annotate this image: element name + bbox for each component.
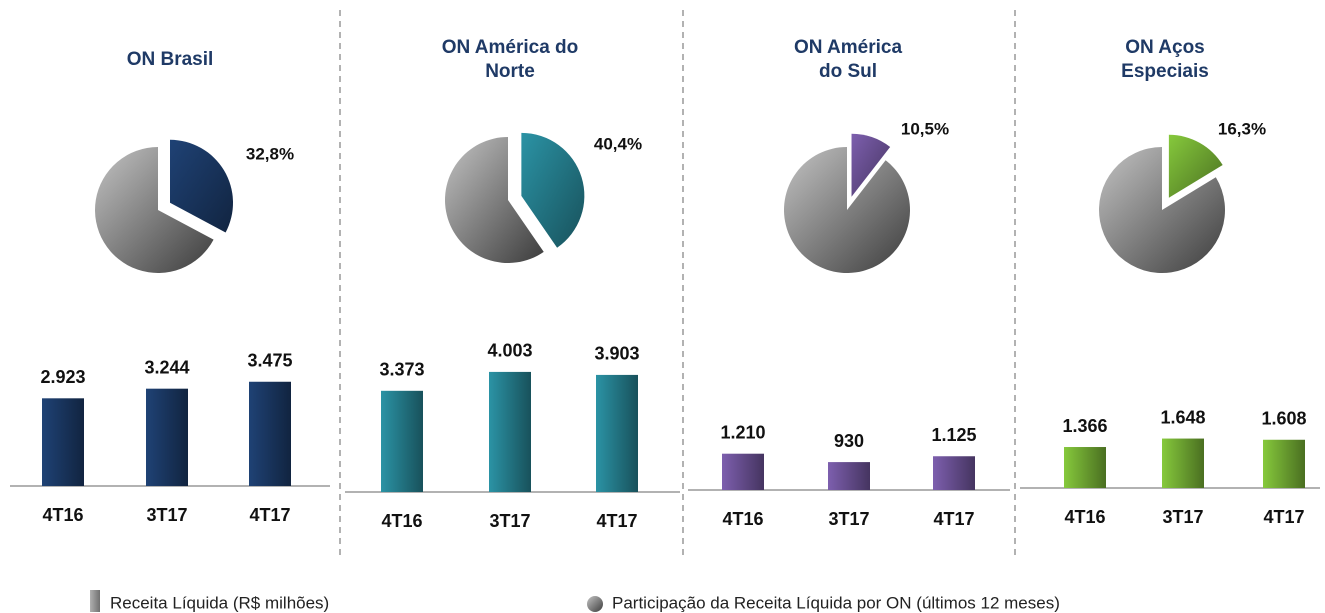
data-label: 1.608 bbox=[1261, 409, 1306, 429]
data-label: 1.648 bbox=[1160, 407, 1205, 427]
x-tick-label: 4T17 bbox=[933, 509, 974, 529]
x-tick-label: 4T17 bbox=[596, 511, 637, 531]
legend-text: Participação da Receita Líquida por ON (… bbox=[612, 593, 1060, 612]
data-label: 4.003 bbox=[487, 341, 532, 361]
bar bbox=[146, 388, 188, 486]
x-tick-label: 4T16 bbox=[381, 511, 422, 531]
x-tick-label: 3T17 bbox=[146, 505, 187, 525]
separators bbox=[339, 10, 1016, 555]
x-tick-label: 4T17 bbox=[249, 505, 290, 525]
pie-rest bbox=[1099, 147, 1226, 273]
data-label: 930 bbox=[834, 431, 864, 451]
pie-slice bbox=[170, 139, 234, 233]
data-label: 3.244 bbox=[144, 357, 189, 377]
data-label: 3.903 bbox=[594, 344, 639, 364]
legend-bar-icon bbox=[90, 590, 100, 612]
bar bbox=[596, 374, 638, 492]
bar bbox=[933, 456, 975, 490]
x-tick-label: 3T17 bbox=[1162, 507, 1203, 527]
bar bbox=[489, 371, 531, 492]
pie-label: 32,8% bbox=[246, 144, 294, 163]
bar bbox=[1064, 447, 1106, 488]
x-tick-label: 4T16 bbox=[1064, 507, 1105, 527]
pie-label: 10,5% bbox=[901, 119, 949, 138]
data-label: 1.125 bbox=[931, 425, 976, 445]
data-label: 1.366 bbox=[1062, 416, 1107, 436]
chart-title: ON Brasil bbox=[126, 49, 214, 70]
pie-label: 40,4% bbox=[594, 134, 642, 153]
bar bbox=[42, 398, 84, 486]
legend-pie-icon bbox=[587, 596, 603, 612]
pie-slice bbox=[1168, 134, 1223, 198]
pie-rest bbox=[445, 137, 544, 263]
x-tick-label: 3T17 bbox=[828, 509, 869, 529]
data-label: 3.475 bbox=[247, 351, 292, 371]
bar bbox=[381, 390, 423, 492]
x-tick-label: 4T16 bbox=[42, 505, 83, 525]
data-label: 2.923 bbox=[40, 367, 85, 387]
legend-text: Receita Líquida (R$ milhões) bbox=[110, 593, 329, 612]
bar bbox=[249, 381, 291, 486]
x-tick-label: 4T17 bbox=[1263, 507, 1304, 527]
x-tick-label: 3T17 bbox=[489, 511, 530, 531]
chart-title: ON América do Sul bbox=[793, 37, 903, 82]
x-tick-label: 4T16 bbox=[722, 509, 763, 529]
pie-rest bbox=[95, 147, 214, 274]
pie-rest bbox=[784, 147, 911, 273]
data-label: 1.210 bbox=[720, 422, 765, 442]
pie-slice bbox=[521, 132, 585, 248]
pie-slice bbox=[851, 133, 891, 197]
bar bbox=[1162, 438, 1204, 488]
chart-title: ON Aços Especiais bbox=[1121, 37, 1209, 82]
bar bbox=[722, 453, 764, 490]
pie-label: 16,3% bbox=[1218, 119, 1266, 138]
data-label: 3.373 bbox=[379, 360, 424, 380]
bar bbox=[1263, 439, 1305, 488]
bar bbox=[828, 462, 870, 490]
chart-title: ON América do Norte bbox=[441, 37, 579, 82]
